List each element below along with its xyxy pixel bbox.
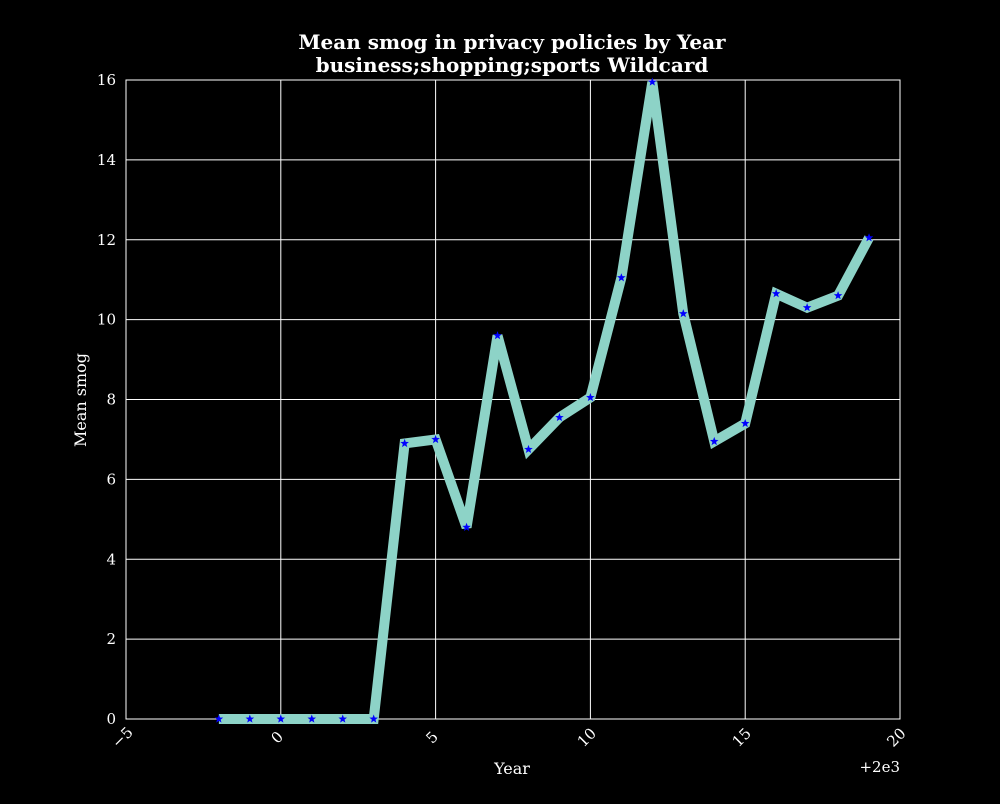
series-line [218, 81, 874, 724]
data-point [245, 714, 255, 723]
y-tick-label: 2 [106, 630, 116, 648]
y-tick-label: 8 [106, 391, 116, 409]
data-point [400, 438, 409, 448]
data-point [307, 714, 317, 723]
y-axis: 0 2 4 6 8 10 12 14 16 [97, 71, 116, 728]
data-point [431, 434, 440, 444]
data-point [214, 714, 224, 723]
x-offset-label: +2e3 [859, 758, 900, 776]
y-tick-label: 0 [106, 710, 116, 728]
series [214, 77, 874, 724]
plot-frame [125, 79, 901, 720]
y-tick-label: 4 [106, 550, 116, 568]
data-point [338, 714, 347, 723]
y-tick-label: 6 [106, 470, 116, 488]
data-point [802, 303, 812, 312]
data-point [740, 418, 750, 428]
data-point [555, 412, 564, 422]
data-point [771, 289, 781, 298]
chart-title: Mean smog in privacy policies by Year [298, 30, 726, 54]
y-tick-label: 14 [97, 151, 116, 169]
y-tick-label: 10 [97, 311, 116, 329]
data-point [833, 291, 843, 300]
data-point [369, 714, 378, 723]
data-point [524, 444, 533, 454]
chart-subtitle: business;shopping;sports Wildcard [316, 53, 709, 77]
data-point [864, 233, 874, 242]
data-point [462, 522, 471, 531]
data-point [648, 77, 657, 86]
data-point [617, 273, 626, 282]
data-point [709, 436, 719, 446]
data-point [679, 309, 688, 318]
y-axis-label: Mean smog [71, 353, 90, 447]
y-tick-label: 12 [97, 231, 116, 249]
data-point [276, 714, 286, 723]
y-tick-label: 16 [97, 71, 116, 89]
data-point [586, 393, 595, 402]
data-point [493, 331, 502, 340]
x-axis-label: Year [493, 759, 530, 778]
